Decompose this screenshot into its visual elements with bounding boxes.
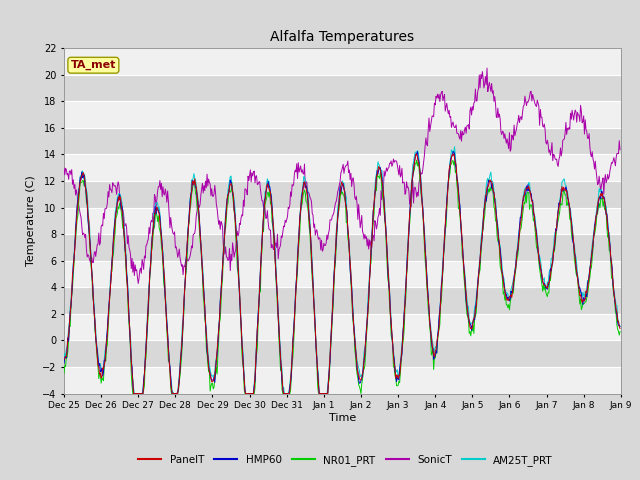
Bar bbox=[64, 155, 621, 181]
X-axis label: Time: Time bbox=[329, 413, 356, 423]
Legend: PanelT, HMP60, NR01_PRT, SonicT, AM25T_PRT: PanelT, HMP60, NR01_PRT, SonicT, AM25T_P… bbox=[134, 451, 557, 470]
Bar bbox=[64, 367, 621, 394]
Bar bbox=[64, 101, 621, 128]
Bar bbox=[64, 48, 621, 74]
Bar bbox=[64, 314, 621, 340]
Bar bbox=[64, 261, 621, 287]
Y-axis label: Temperature (C): Temperature (C) bbox=[26, 175, 36, 266]
Bar bbox=[64, 207, 621, 234]
Text: TA_met: TA_met bbox=[70, 60, 116, 71]
Title: Alfalfa Temperatures: Alfalfa Temperatures bbox=[270, 30, 415, 44]
